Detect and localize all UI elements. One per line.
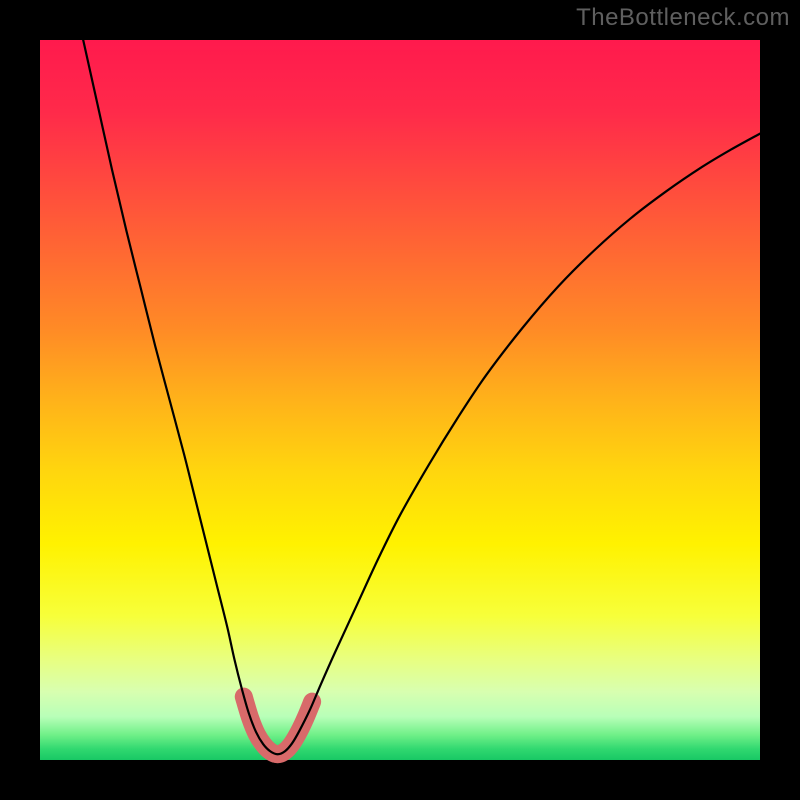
watermark-text: TheBottleneck.com: [576, 4, 790, 32]
bottleneck-curve-chart: [0, 0, 800, 800]
chart-container: TheBottleneck.com: [0, 0, 800, 800]
gradient-plot-area: [40, 40, 760, 760]
